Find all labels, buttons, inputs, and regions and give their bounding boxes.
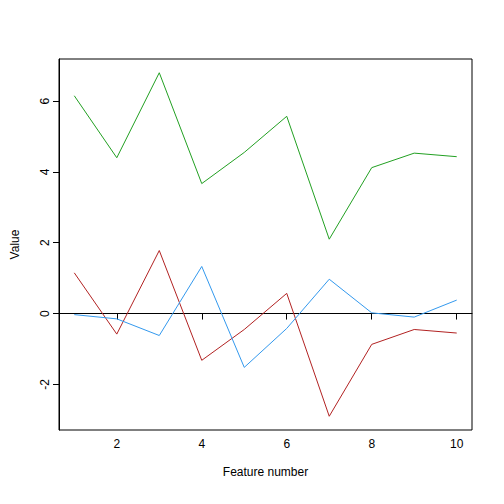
svg-text:4: 4: [198, 437, 205, 451]
svg-text:6: 6: [38, 97, 52, 104]
svg-text:10: 10: [450, 437, 464, 451]
svg-text:Value: Value: [8, 229, 22, 259]
svg-text:8: 8: [368, 437, 375, 451]
svg-text:6: 6: [283, 437, 290, 451]
svg-text:-2: -2: [38, 379, 52, 390]
svg-text:2: 2: [113, 437, 120, 451]
svg-text:4: 4: [38, 168, 52, 175]
svg-text:2: 2: [38, 239, 52, 246]
svg-text:0: 0: [38, 310, 52, 317]
svg-text:Feature number: Feature number: [223, 465, 308, 479]
